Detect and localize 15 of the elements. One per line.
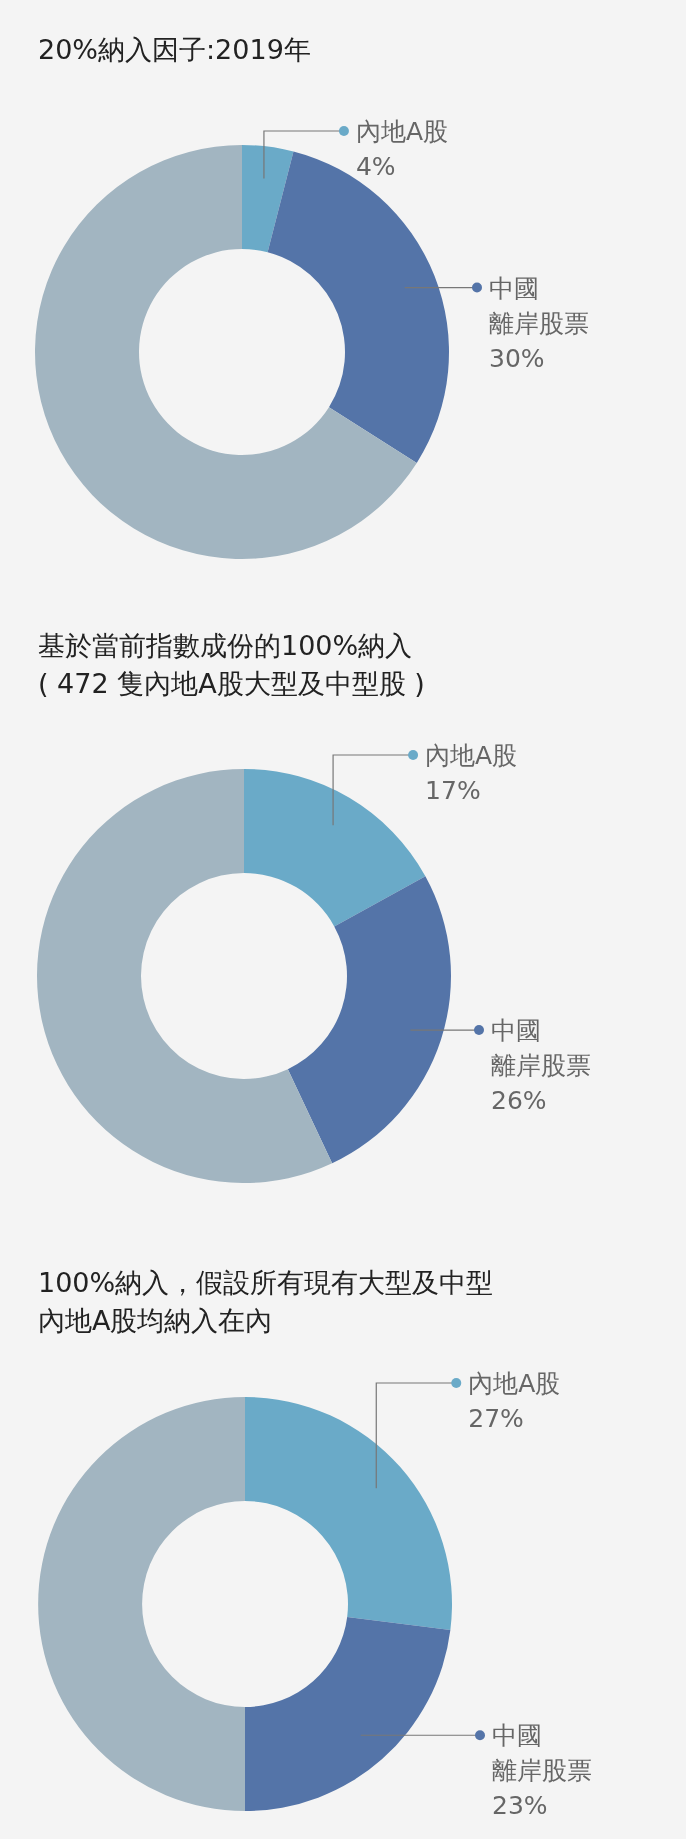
data-label: 4% [355, 152, 396, 181]
legend-label: 內地A股 [425, 741, 518, 770]
data-label: 23% [492, 1791, 548, 1821]
data-label: 30% [489, 343, 545, 373]
legend-label: 中國離岸股票 [489, 273, 589, 338]
legend-label: 內地A股 [468, 1369, 561, 1398]
data-label: 27% [468, 1404, 524, 1433]
data-label: 17% [425, 776, 481, 805]
data-label: 26% [491, 1086, 547, 1116]
chart-title: 20%納入因子:2019年 [38, 34, 311, 65]
legend-label: 中國離岸股票 [491, 1016, 591, 1081]
chart-title: 基於當前指數成份的100%納入 ( 472 隻內地A股大型及中型股 ) [38, 630, 425, 699]
legend-label: 內地A股 [355, 117, 449, 146]
chart-title: 100%納入，假設所有現有大型及中型內地A股均納入在內 [38, 1267, 494, 1336]
legend-label: 中國離岸股票 [492, 1721, 592, 1786]
